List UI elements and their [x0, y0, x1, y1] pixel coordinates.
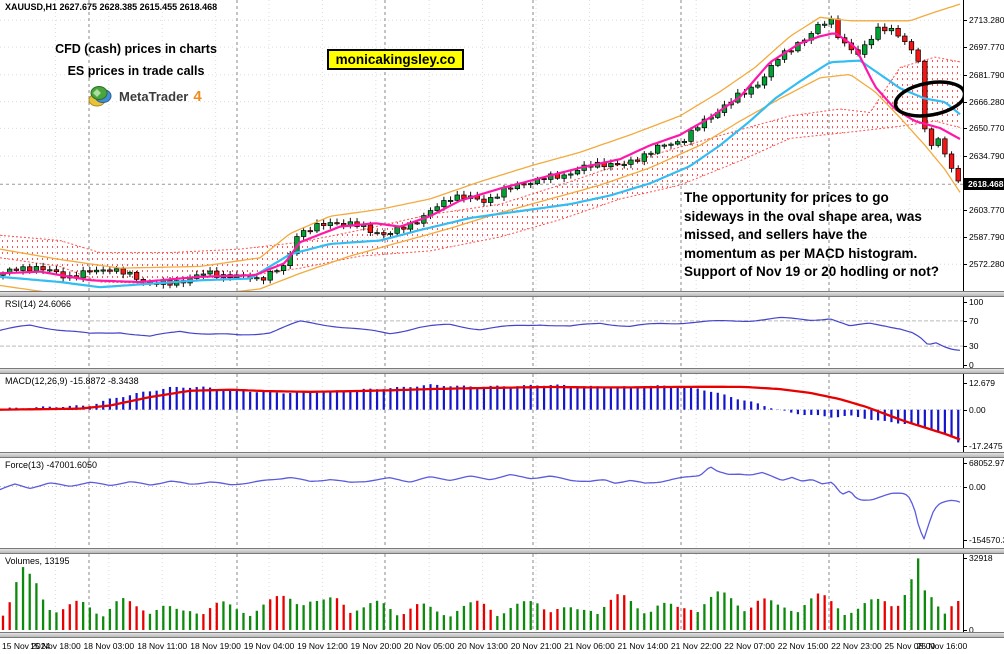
time-axis-label: 15 Nov 2024	[2, 641, 51, 651]
time-axis-label: 22 Nov 15:00	[777, 641, 829, 651]
time-axis-label: 20 Nov 21:00	[510, 641, 562, 651]
panel-separator[interactable]	[0, 452, 1004, 458]
chart-commentary-text: The opportunity for prices to go sideways…	[684, 189, 976, 282]
axis-tick-label: 100	[969, 297, 984, 307]
axis-tick-label: 30	[969, 341, 979, 352]
time-axis-label: 19 Nov 20:00	[350, 641, 402, 651]
axis-tick-mark	[964, 320, 967, 322]
axis-tick-mark	[964, 462, 967, 464]
price-axis[interactable]: 2713.280 2697.770 2681.790 2666.280 2650.770…	[963, 0, 1004, 638]
metatrader-logo-text: MetaTrader	[119, 88, 189, 104]
axis-tick-mark	[964, 302, 967, 303]
axis-tick-label: 2697.770	[969, 42, 1004, 53]
axis-tick-label: 0.00	[969, 481, 986, 492]
axis-tick-mark	[964, 101, 967, 103]
axis-tick-label: 0	[969, 360, 974, 370]
axis-tick-label: 2634.790	[969, 151, 1004, 162]
time-axis-label: 22 Nov 23:00	[831, 641, 882, 651]
metatrader-logo-icon	[88, 86, 112, 107]
axis-tick-mark	[964, 446, 967, 447]
axis-tick-mark	[964, 128, 967, 130]
cfd-note-line1: CFD (cash) prices in charts	[55, 42, 217, 56]
rsi-panel[interactable]	[0, 297, 963, 368]
time-axis-label: 21 Nov 06:00	[564, 641, 615, 651]
commentary-line: The opportunity for prices to go	[684, 190, 889, 205]
axis-tick-mark	[964, 383, 967, 384]
axis-tick-mark	[964, 630, 967, 631]
axis-tick-label: 2572.280	[969, 259, 1004, 270]
axis-tick-label: 0.00	[969, 404, 986, 415]
time-axis-label: 19 Nov 12:00	[297, 641, 348, 651]
time-axis-label: 20 Nov 05:00	[403, 641, 455, 651]
axis-tick-mark	[964, 409, 967, 411]
commentary-line: momentum as per MACD histogram.	[684, 245, 918, 261]
time-axis-label: 25 Nov 08:00	[884, 641, 936, 651]
axis-tick-label: 68052.9782	[969, 457, 1004, 468]
axis-tick-label: 2650.770	[969, 123, 1004, 134]
force-indicator-label: Force(13) -47001.6050	[5, 460, 98, 470]
cfd-note-line2: ES prices in trade calls	[67, 64, 205, 78]
panel-separator[interactable]	[0, 548, 1004, 554]
axis-tick-label: -17.2475	[969, 441, 1003, 451]
time-axis-label: 18 Nov 03:00	[83, 641, 135, 651]
commentary-line: Support of Nov 19 or 20 hodling or not?	[684, 264, 939, 280]
cfd-note: CFD (cash) prices in charts ES prices in…	[28, 38, 244, 82]
axis-tick-mark	[964, 156, 967, 158]
panel-separator[interactable]	[0, 368, 1004, 374]
oval-annotation	[893, 80, 963, 118]
axis-tick-label: 12.679	[969, 378, 995, 388]
axis-tick-label: 2603.770	[969, 204, 1004, 215]
axis-tick-label: 32918	[969, 552, 993, 563]
time-axis-label: 18 Nov 11:00	[137, 641, 188, 651]
time-axis-label: 21 Nov 22:00	[670, 641, 722, 651]
axis-tick-label: 2713.280	[969, 15, 1004, 26]
axis-tick-label: 2666.280	[969, 96, 1004, 107]
axis-tick-label: -154570.39	[969, 534, 1004, 545]
symbol-ohlc-header: XAUUSD,H1 2627.675 2628.385 2615.455 261…	[5, 2, 218, 12]
main-price-chart[interactable]	[0, 0, 963, 291]
macd-indicator-label: MACD(12,26,9) -15.8872 -8.3438	[5, 376, 139, 386]
force-index-panel[interactable]	[0, 458, 963, 548]
time-axis-label: 25 Nov 16:00	[916, 641, 968, 651]
rsi-indicator-label: RSI(14) 24.6066	[5, 299, 72, 309]
axis-tick-label: 0	[969, 625, 974, 635]
axis-tick-mark	[964, 20, 967, 22]
axis-tick-mark	[964, 557, 967, 559]
axis-tick-mark	[964, 264, 967, 266]
time-axis-label: 22 Nov 07:00	[724, 641, 775, 651]
metatrader-logo-number: 4	[193, 87, 202, 105]
axis-tick-label: 70	[969, 315, 979, 326]
axis-tick-label: 2587.790	[969, 232, 1004, 243]
axis-tick-mark	[964, 209, 967, 211]
panel-separator[interactable]	[0, 632, 1004, 638]
commentary-line: missed, and sellers have the	[684, 227, 868, 243]
macd-panel[interactable]	[0, 374, 963, 452]
volumes-panel[interactable]	[0, 554, 963, 632]
volume-indicator-label: Volumes, 13195	[5, 556, 70, 566]
axis-tick-mark	[964, 74, 967, 76]
current-price-tag: 2618.468	[964, 178, 1004, 191]
panel-separator[interactable]	[0, 291, 1004, 297]
axis-tick-mark	[964, 346, 967, 348]
axis-tick-label: 2681.790	[969, 69, 1004, 80]
time-axis-label: 20 Nov 13:00	[457, 641, 508, 651]
brand-watermark: monicakingsley.co	[327, 49, 464, 70]
axis-tick-mark	[964, 486, 967, 488]
axis-tick-mark	[964, 47, 967, 49]
time-axis[interactable]: 15 Nov 2024 15 Nov 18:00 18 Nov 03:00 18 No…	[0, 638, 1004, 654]
axis-tick-mark	[964, 237, 967, 239]
time-axis-label: 21 Nov 14:00	[617, 641, 669, 651]
axis-tick-mark	[964, 539, 967, 541]
time-axis-label: 15 Nov 18:00	[30, 641, 81, 651]
metatrader-logo: MetaTrader 4	[88, 84, 202, 108]
time-axis-label: 18 Nov 19:00	[190, 641, 241, 651]
axis-tick-mark	[964, 365, 967, 366]
time-axis-label: 19 Nov 04:00	[243, 641, 295, 651]
commentary-line: sideways in the oval shape area, was	[684, 208, 922, 224]
